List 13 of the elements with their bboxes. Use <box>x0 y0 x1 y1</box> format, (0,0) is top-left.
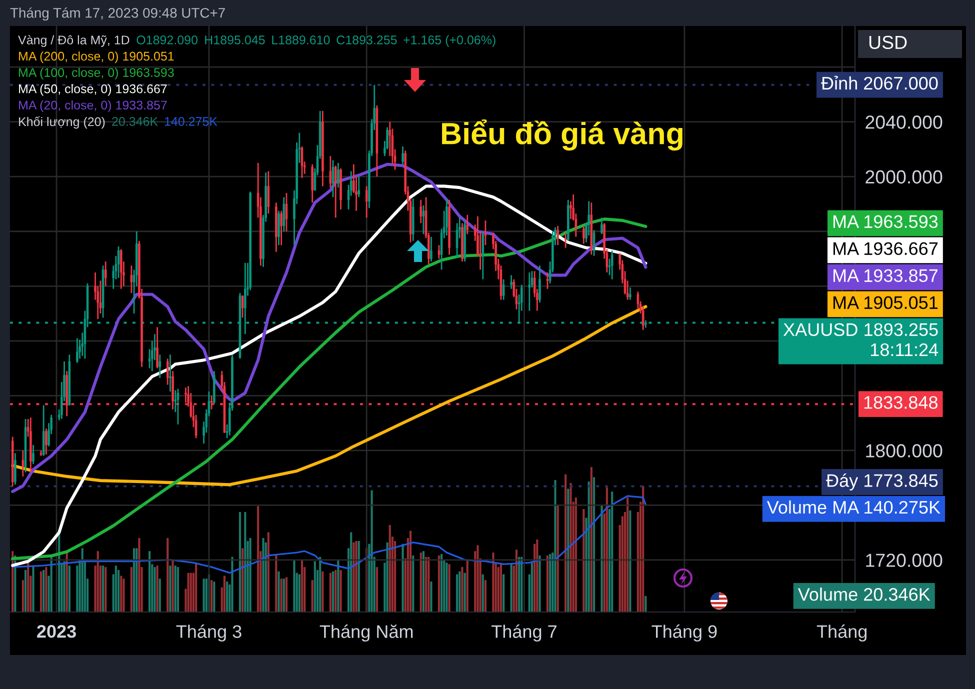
annotation: MA 1905.051 <box>833 296 938 310</box>
y-tick-label: 1800.000 <box>866 444 942 458</box>
y-tick-label: 1720.000 <box>866 554 942 567</box>
y-axis-title: USD <box>869 36 907 50</box>
y-tick-label: 2000.000 <box>866 170 942 184</box>
text: Tháng Tám 17, 2023 09:48 UTC+7 <box>10 7 225 21</box>
annotation: MA 1933.857 <box>833 269 938 282</box>
annotation: MA 1936.667 <box>833 242 938 256</box>
ref-line-label: 1833.848 <box>864 396 938 409</box>
ref-line-label: Đỉnh 2067.000 <box>821 76 938 90</box>
y-tick-label: 2040.000 <box>866 116 942 129</box>
annotation: MA 1963.593 <box>833 215 938 228</box>
ref-line-label: Đáy 1773.845 <box>826 473 938 491</box>
